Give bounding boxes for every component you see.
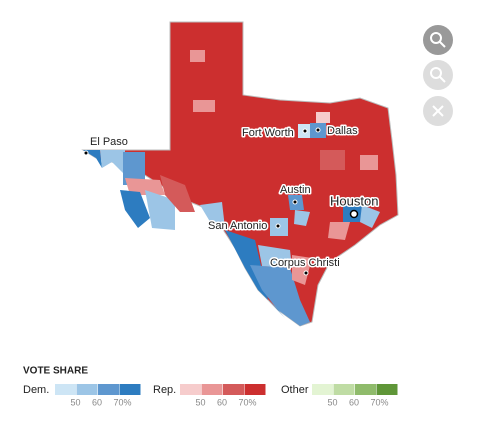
legend-swatch (376, 384, 398, 395)
legend-tick: 70% (371, 397, 389, 407)
county-group (83, 150, 102, 168)
city-marker (315, 127, 321, 133)
county-group (125, 178, 165, 195)
county-group (160, 175, 195, 212)
city-marker (303, 270, 309, 276)
zoom-in-button[interactable] (423, 25, 453, 55)
legend-label: Dem. (23, 384, 49, 396)
legend-swatch (355, 384, 376, 395)
county-group (120, 190, 150, 228)
city-label: El Paso (90, 136, 128, 148)
county-group (360, 155, 378, 170)
county-group (292, 255, 312, 285)
legend-swatch (76, 384, 98, 395)
legend-tick: 50 (71, 397, 81, 407)
county-group (100, 150, 125, 175)
legend-tick: 70% (239, 397, 257, 407)
legend-swatch (180, 384, 201, 395)
county-group (316, 112, 330, 123)
zoom-controls (423, 25, 453, 126)
legend-tick: 70% (114, 397, 132, 407)
legend-tick: 60 (92, 397, 102, 407)
city-labels: El Paso Fort Worth Dallas Austin Houston San … (83, 123, 380, 276)
county-group (123, 152, 145, 185)
county-group (145, 190, 175, 230)
city-marker (292, 199, 298, 205)
legend-label: Other (281, 384, 309, 396)
legend-tick: 60 (217, 397, 227, 407)
zoom-out-icon (430, 67, 442, 79)
legend-swatch (55, 384, 76, 395)
legend-tick: 50 (196, 397, 206, 407)
legend-swatch (223, 384, 244, 395)
zoom-out-button[interactable] (423, 60, 453, 90)
county-group (294, 210, 310, 226)
zoom-in-icon (430, 32, 442, 44)
county-group (328, 222, 350, 240)
legend-swatch (312, 384, 333, 395)
county-group (193, 100, 215, 112)
legend: Dem. 50 60 70% Rep. 50 60 70% Other 50 60 70% (23, 384, 398, 407)
city-label: San Antonio (208, 220, 267, 232)
reset-icon (432, 105, 444, 117)
legend-swatch (244, 384, 266, 395)
city-marker (83, 150, 89, 156)
county-group (200, 202, 225, 228)
zoom-in-icon (439, 41, 446, 48)
texas-map (81, 21, 399, 327)
legend-tick: 60 (349, 397, 359, 407)
city-label: Dallas (327, 125, 358, 137)
city-label: Corpus Christi (270, 257, 340, 269)
legend-swatch (98, 384, 119, 395)
county-group (250, 265, 310, 326)
legend-label: Rep. (153, 384, 176, 396)
legend-title: VOTE SHARE (23, 366, 88, 377)
county-group (258, 245, 292, 268)
city-label: Austin (280, 184, 311, 196)
city-label: Houston (330, 193, 378, 208)
zoom-out-icon (439, 76, 446, 83)
legend-tick: 50 (328, 397, 338, 407)
city-marker (349, 209, 359, 219)
county-group (360, 205, 380, 228)
legend-swatch (119, 384, 141, 395)
legend-swatch (201, 384, 223, 395)
city-marker (275, 223, 281, 229)
county-group (320, 150, 345, 170)
county-group (190, 50, 205, 62)
legend-swatch (333, 384, 355, 395)
city-label: Fort Worth (242, 127, 294, 139)
city-marker (302, 128, 308, 134)
